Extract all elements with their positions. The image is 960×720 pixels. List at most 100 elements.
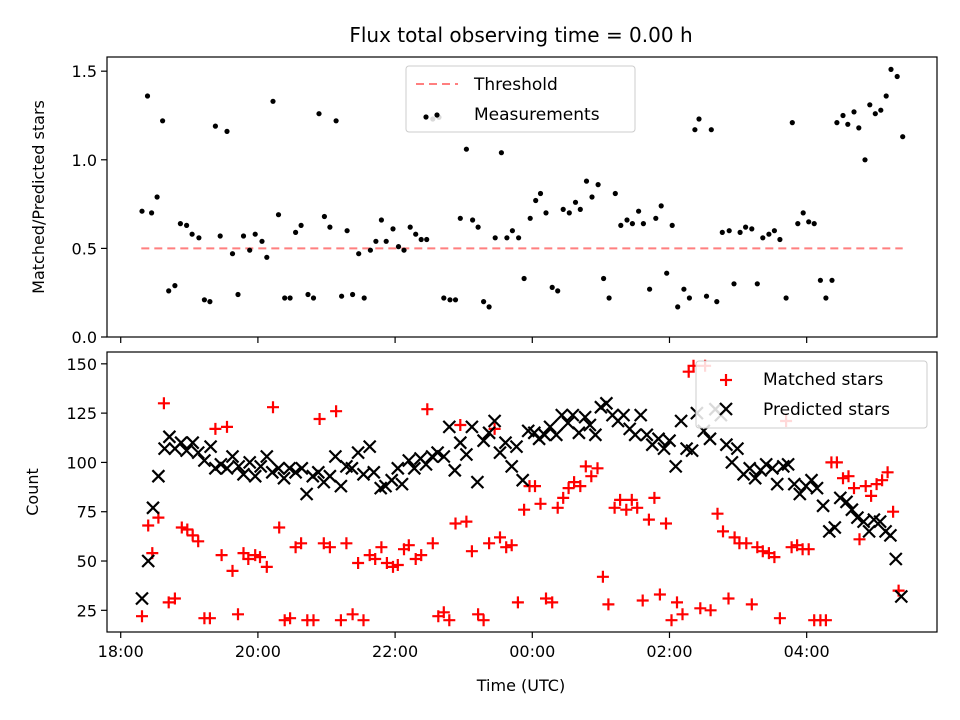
predicted-star-point (242, 455, 257, 470)
measurement-point (658, 203, 664, 209)
measurement-point (413, 231, 419, 237)
count-y-tick-label: 75 (77, 503, 97, 522)
predicted-star-point (883, 528, 898, 543)
measurement-point (361, 295, 367, 301)
matched-star-point (596, 570, 609, 583)
measurement-point (287, 295, 293, 301)
matched-star-point (756, 545, 769, 558)
matched-star-point (665, 614, 678, 627)
matched-star-point (694, 602, 707, 615)
count-x-ticks: 18:00 20:00 22:00 00:00 02:00 04:00 (98, 632, 830, 661)
predicted-star-point (856, 514, 871, 529)
predicted-star-point (465, 420, 479, 434)
predicted-star-point (214, 457, 228, 472)
measurement-point (823, 295, 829, 301)
count-y-tick-label: 100 (66, 453, 97, 472)
matched-star-point (574, 480, 587, 493)
measurement-point (856, 125, 862, 131)
matched-star-point (636, 594, 649, 607)
measurement-point (424, 236, 430, 243)
predicted-star-point (407, 461, 422, 476)
measurement-point (829, 277, 835, 283)
predicted-star-point (765, 461, 780, 476)
predicted-star-point (225, 449, 240, 464)
measurement-point (172, 283, 178, 289)
matched-star-point (380, 557, 393, 569)
matched-star-point (660, 517, 672, 530)
measurement-point (883, 93, 889, 99)
predicted-star-point (203, 439, 218, 454)
x-axis-label: Time (UTC) (476, 676, 565, 695)
matched-legend-label: Matched stars (763, 370, 883, 390)
matched-star-point (323, 541, 336, 554)
measurement-point (692, 127, 698, 133)
predicted-star-point (384, 473, 399, 487)
predicted-star-point (781, 457, 795, 472)
measurement-point (696, 116, 702, 122)
count-y-axis-label: Count (23, 468, 42, 516)
measurement-point (207, 299, 213, 305)
matched-star-point (168, 592, 181, 605)
predicted-star-point (328, 449, 343, 464)
matched-star-point (722, 592, 735, 605)
matched-star-point (568, 476, 581, 489)
matched-star-point (488, 422, 501, 435)
predicted-star-point (362, 439, 377, 454)
measurement-point (224, 128, 230, 134)
matched-star-point (232, 608, 244, 621)
count-y-tick-label: 25 (77, 601, 97, 620)
measurement-point (675, 304, 681, 310)
matched-star-point (608, 501, 621, 514)
matched-star-point (557, 491, 570, 504)
predicted-star-point (561, 416, 575, 430)
measurement-point (543, 210, 549, 216)
count-legend: Matched stars Predicted stars (695, 360, 928, 429)
matched-star-point (443, 614, 456, 627)
matched-star-point (465, 545, 478, 558)
predicted-star-point (685, 443, 699, 458)
matched-star-point (511, 596, 524, 609)
ratio-legend-box (405, 65, 636, 133)
predicted-star-point (816, 499, 830, 513)
predicted-star-point (470, 475, 485, 489)
measurement-point (350, 291, 356, 298)
matched-star-point (853, 533, 866, 546)
predicted-star-point (543, 420, 557, 434)
predicted-star-point (828, 520, 842, 535)
measurement-point (703, 293, 710, 299)
measurement-point (293, 229, 299, 235)
predicted-star-point (759, 457, 773, 472)
measurement-point (800, 210, 806, 216)
matched-star-point (717, 525, 729, 538)
measurement-point (636, 208, 642, 214)
measurement-point (624, 217, 630, 223)
matched-star-point (620, 503, 633, 516)
predicted-star-point (719, 437, 734, 452)
predicted-star-point (367, 465, 381, 480)
measurement-point (316, 111, 322, 117)
measurement-point (333, 118, 339, 124)
matched-star-point (631, 501, 644, 514)
ratio-legend: Threshold Measurements (405, 65, 636, 133)
predicted-star-point (391, 461, 405, 476)
measurement-point (441, 295, 447, 301)
matched-star-point (529, 480, 541, 493)
measurement-point (373, 238, 379, 244)
matched-star-point (773, 612, 786, 625)
predicted-star-point (185, 435, 200, 450)
measurement-point (264, 254, 270, 260)
measurement-point (390, 226, 396, 232)
predicted-star-point (498, 435, 513, 450)
predicted-star-point (487, 414, 502, 428)
matched-star-point (295, 537, 308, 550)
predicted-star-point (599, 396, 614, 411)
measurement-point (240, 233, 247, 239)
measurement-point (196, 235, 202, 241)
matched-star-point (653, 588, 666, 601)
measurement-point (900, 134, 906, 140)
predicted-star-point (651, 432, 666, 446)
predicted-star-point (839, 495, 854, 509)
measurement-point (521, 275, 527, 282)
matched-star-point (340, 537, 353, 550)
